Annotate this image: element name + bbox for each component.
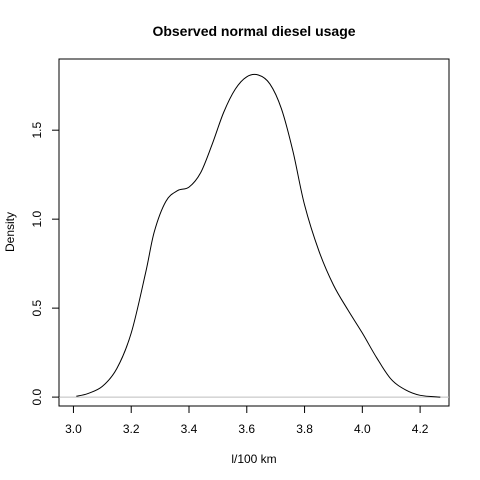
x-tick-label: 3.2 [123,422,140,436]
y-axis-label: Density [3,212,17,252]
x-tick-label: 3.8 [296,422,313,436]
x-tick-label: 4.0 [354,422,371,436]
x-axis-label: l/100 km [231,452,276,466]
y-tick-label: 0.5 [30,299,44,316]
x-tick-label: 3.4 [181,422,198,436]
y-axis: 0.0 0.5 1.0 1.5 [30,122,60,405]
x-tick-label: 4.2 [412,422,429,436]
y-tick-label: 1.5 [30,122,44,139]
x-axis: 3.0 3.2 3.4 3.6 3.8 4.0 4.2 [65,405,429,436]
x-tick-label: 3.0 [65,422,82,436]
y-tick-label: 0.0 [30,388,44,405]
chart-title: Observed normal diesel usage [152,23,355,39]
x-tick-label: 3.6 [238,422,255,436]
density-curve [76,73,441,398]
y-tick-label: 1.0 [30,210,44,227]
